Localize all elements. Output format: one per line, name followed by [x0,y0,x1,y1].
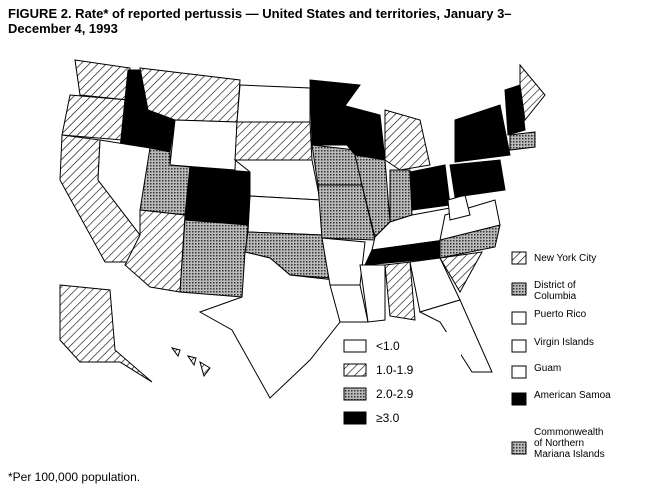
legend-swatch [343,363,367,377]
state [61,94,129,141]
state [447,194,471,221]
state [169,119,238,171]
legend-label: ≥3.0 [376,411,400,425]
legend-label: Commonwealth of Northern Mariana Islands [534,427,605,460]
state [184,166,251,226]
footnote: *Per 100,000 population. [8,470,141,484]
legend-label: Guam [534,363,562,374]
legend-label: American Samoa [534,390,611,401]
legend-label: Puerto Rico [534,309,587,320]
state [384,109,431,171]
state [59,284,153,383]
territory-swatch [511,251,527,265]
state [439,251,483,294]
state [504,84,526,136]
legend-swatch [343,411,367,425]
territory-swatch [511,365,527,379]
legend-label: 2.0-2.9 [376,387,414,401]
states [59,59,546,399]
state [389,169,413,223]
legend-swatch [343,387,367,401]
state [321,237,366,286]
state [234,121,313,161]
legend [343,339,367,425]
legend-label: <1.0 [376,339,400,353]
legend-label: District of Columbia [534,280,577,302]
state [519,63,546,122]
state [359,264,386,323]
legend-swatch [343,339,367,353]
state [409,164,451,211]
state [186,355,197,367]
territory-swatch [511,311,527,325]
figure-title: FIGURE 2. Rate* of reported pertussis — … [8,6,512,36]
legend-label: 1.0-1.9 [376,363,414,377]
legend-label: Virgin Islands [534,337,594,348]
state [247,195,323,236]
state [509,131,536,151]
state [439,199,501,241]
state [199,360,211,378]
territory-swatch [511,339,527,353]
territory-swatch [511,441,527,455]
territory-swatch [511,392,527,406]
state [236,84,311,123]
state [198,251,341,399]
territory-legend [511,251,527,455]
legend-label: New York City [534,253,597,264]
state [384,261,416,321]
state [449,159,506,198]
state [74,59,131,101]
territory-swatch [511,282,527,296]
state [179,219,249,298]
state [454,104,511,163]
state [170,347,181,358]
